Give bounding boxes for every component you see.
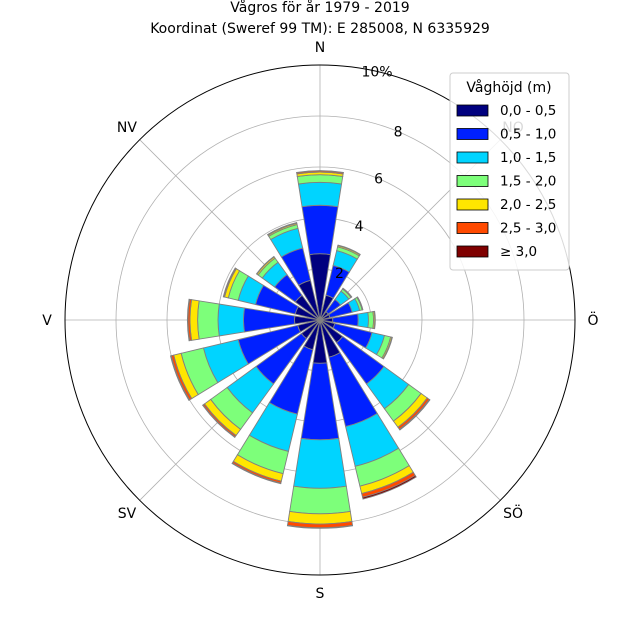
legend-swatch <box>456 198 489 211</box>
bar-segment-NNO-5 <box>337 244 361 256</box>
legend-items: 0,0 - 0,5 0,5 - 1,0 1,0 - 1,5 1,5 - 2,0 2,0 … <box>456 103 556 260</box>
legend-swatch <box>456 104 489 117</box>
bar-segment-NO-5 <box>342 287 353 298</box>
bar-segment-S-2 <box>293 437 347 489</box>
radial-tick-label: 8 <box>394 125 403 141</box>
bar-segment-VNV-6 <box>222 267 237 298</box>
legend-label: 1,5 - 2,0 <box>500 174 556 190</box>
direction-label-N: N <box>315 40 325 56</box>
direction-label-V: V <box>42 313 52 329</box>
bar-segment-NNV-6 <box>267 222 298 236</box>
legend-swatch <box>456 128 489 140</box>
direction-label-S: S <box>316 586 325 602</box>
chart-title: Vågros för år 1979 - 2019 <box>230 0 409 16</box>
legend-swatch <box>456 222 489 234</box>
radial-tick-label: 4 <box>355 219 364 235</box>
radial-tick-label: 6 <box>374 172 383 188</box>
bar-segment-V-6 <box>187 298 191 342</box>
legend-label: 0,0 - 0,5 <box>500 103 556 119</box>
direction-label-NV: NV <box>117 120 137 136</box>
direction-label-Ö: Ö <box>587 311 598 329</box>
bar-segment-V-2 <box>217 303 245 337</box>
legend-swatch <box>456 245 489 258</box>
bar-segment-ONO-5 <box>356 296 364 311</box>
radial-tick-label: 2 <box>335 266 344 282</box>
legend-label: 1,0 - 1,5 <box>500 150 556 166</box>
legend-title: Våghöjd (m) <box>466 79 551 96</box>
legend-label: ≥ 3,0 <box>500 244 537 260</box>
legend-frame <box>449 72 570 271</box>
bar-segment-Ö-3 <box>367 311 374 329</box>
radial-max-label: 10% <box>361 65 392 81</box>
bar-segment-N-6 <box>296 170 344 174</box>
bar-segment-V-4 <box>189 299 200 341</box>
bar-segment-N-2 <box>297 181 343 208</box>
direction-label-SV: SV <box>118 506 137 522</box>
bar-segment-VSV-6 <box>169 355 191 401</box>
bar-segment-NV-5 <box>255 255 275 275</box>
bar-segment-S-3 <box>289 485 351 515</box>
rose-bars <box>169 170 431 529</box>
bar-segment-SSV-6 <box>231 462 282 485</box>
bar-segment-N-1 <box>301 204 339 256</box>
bar-segment-SSO-6 <box>362 474 417 500</box>
bar-segment-Ö-2 <box>357 311 369 329</box>
radial-labels: 2 4 6 8 10% <box>335 65 402 282</box>
legend-swatch <box>456 175 489 187</box>
bar-segment-SV-6 <box>201 404 236 439</box>
bar-segment-N-3 <box>296 174 344 185</box>
bar-segment-V-3 <box>197 300 220 340</box>
outer-circle <box>64 64 576 576</box>
legend-swatch <box>456 151 489 164</box>
legend-label: 2,0 - 2,5 <box>500 197 556 213</box>
direction-label-SÖ: SÖ <box>503 504 523 522</box>
bar-segment-SÖ-6 <box>398 398 431 431</box>
bar-segment-Ö-5 <box>373 310 376 330</box>
legend: Våghöjd (m) 0,0 - 0,5 0,5 - 1,0 1,0 - 1,5 1… <box>449 72 570 271</box>
bar-segment-OSO-5 <box>382 336 393 360</box>
chart-subtitle: Koordinat (Sweref 99 TM): E 285008, N 63… <box>150 21 490 37</box>
legend-label: 2,5 - 3,0 <box>500 221 556 237</box>
bar-segment-S-6 <box>286 524 354 529</box>
legend-label: 0,5 - 1,0 <box>500 127 556 143</box>
